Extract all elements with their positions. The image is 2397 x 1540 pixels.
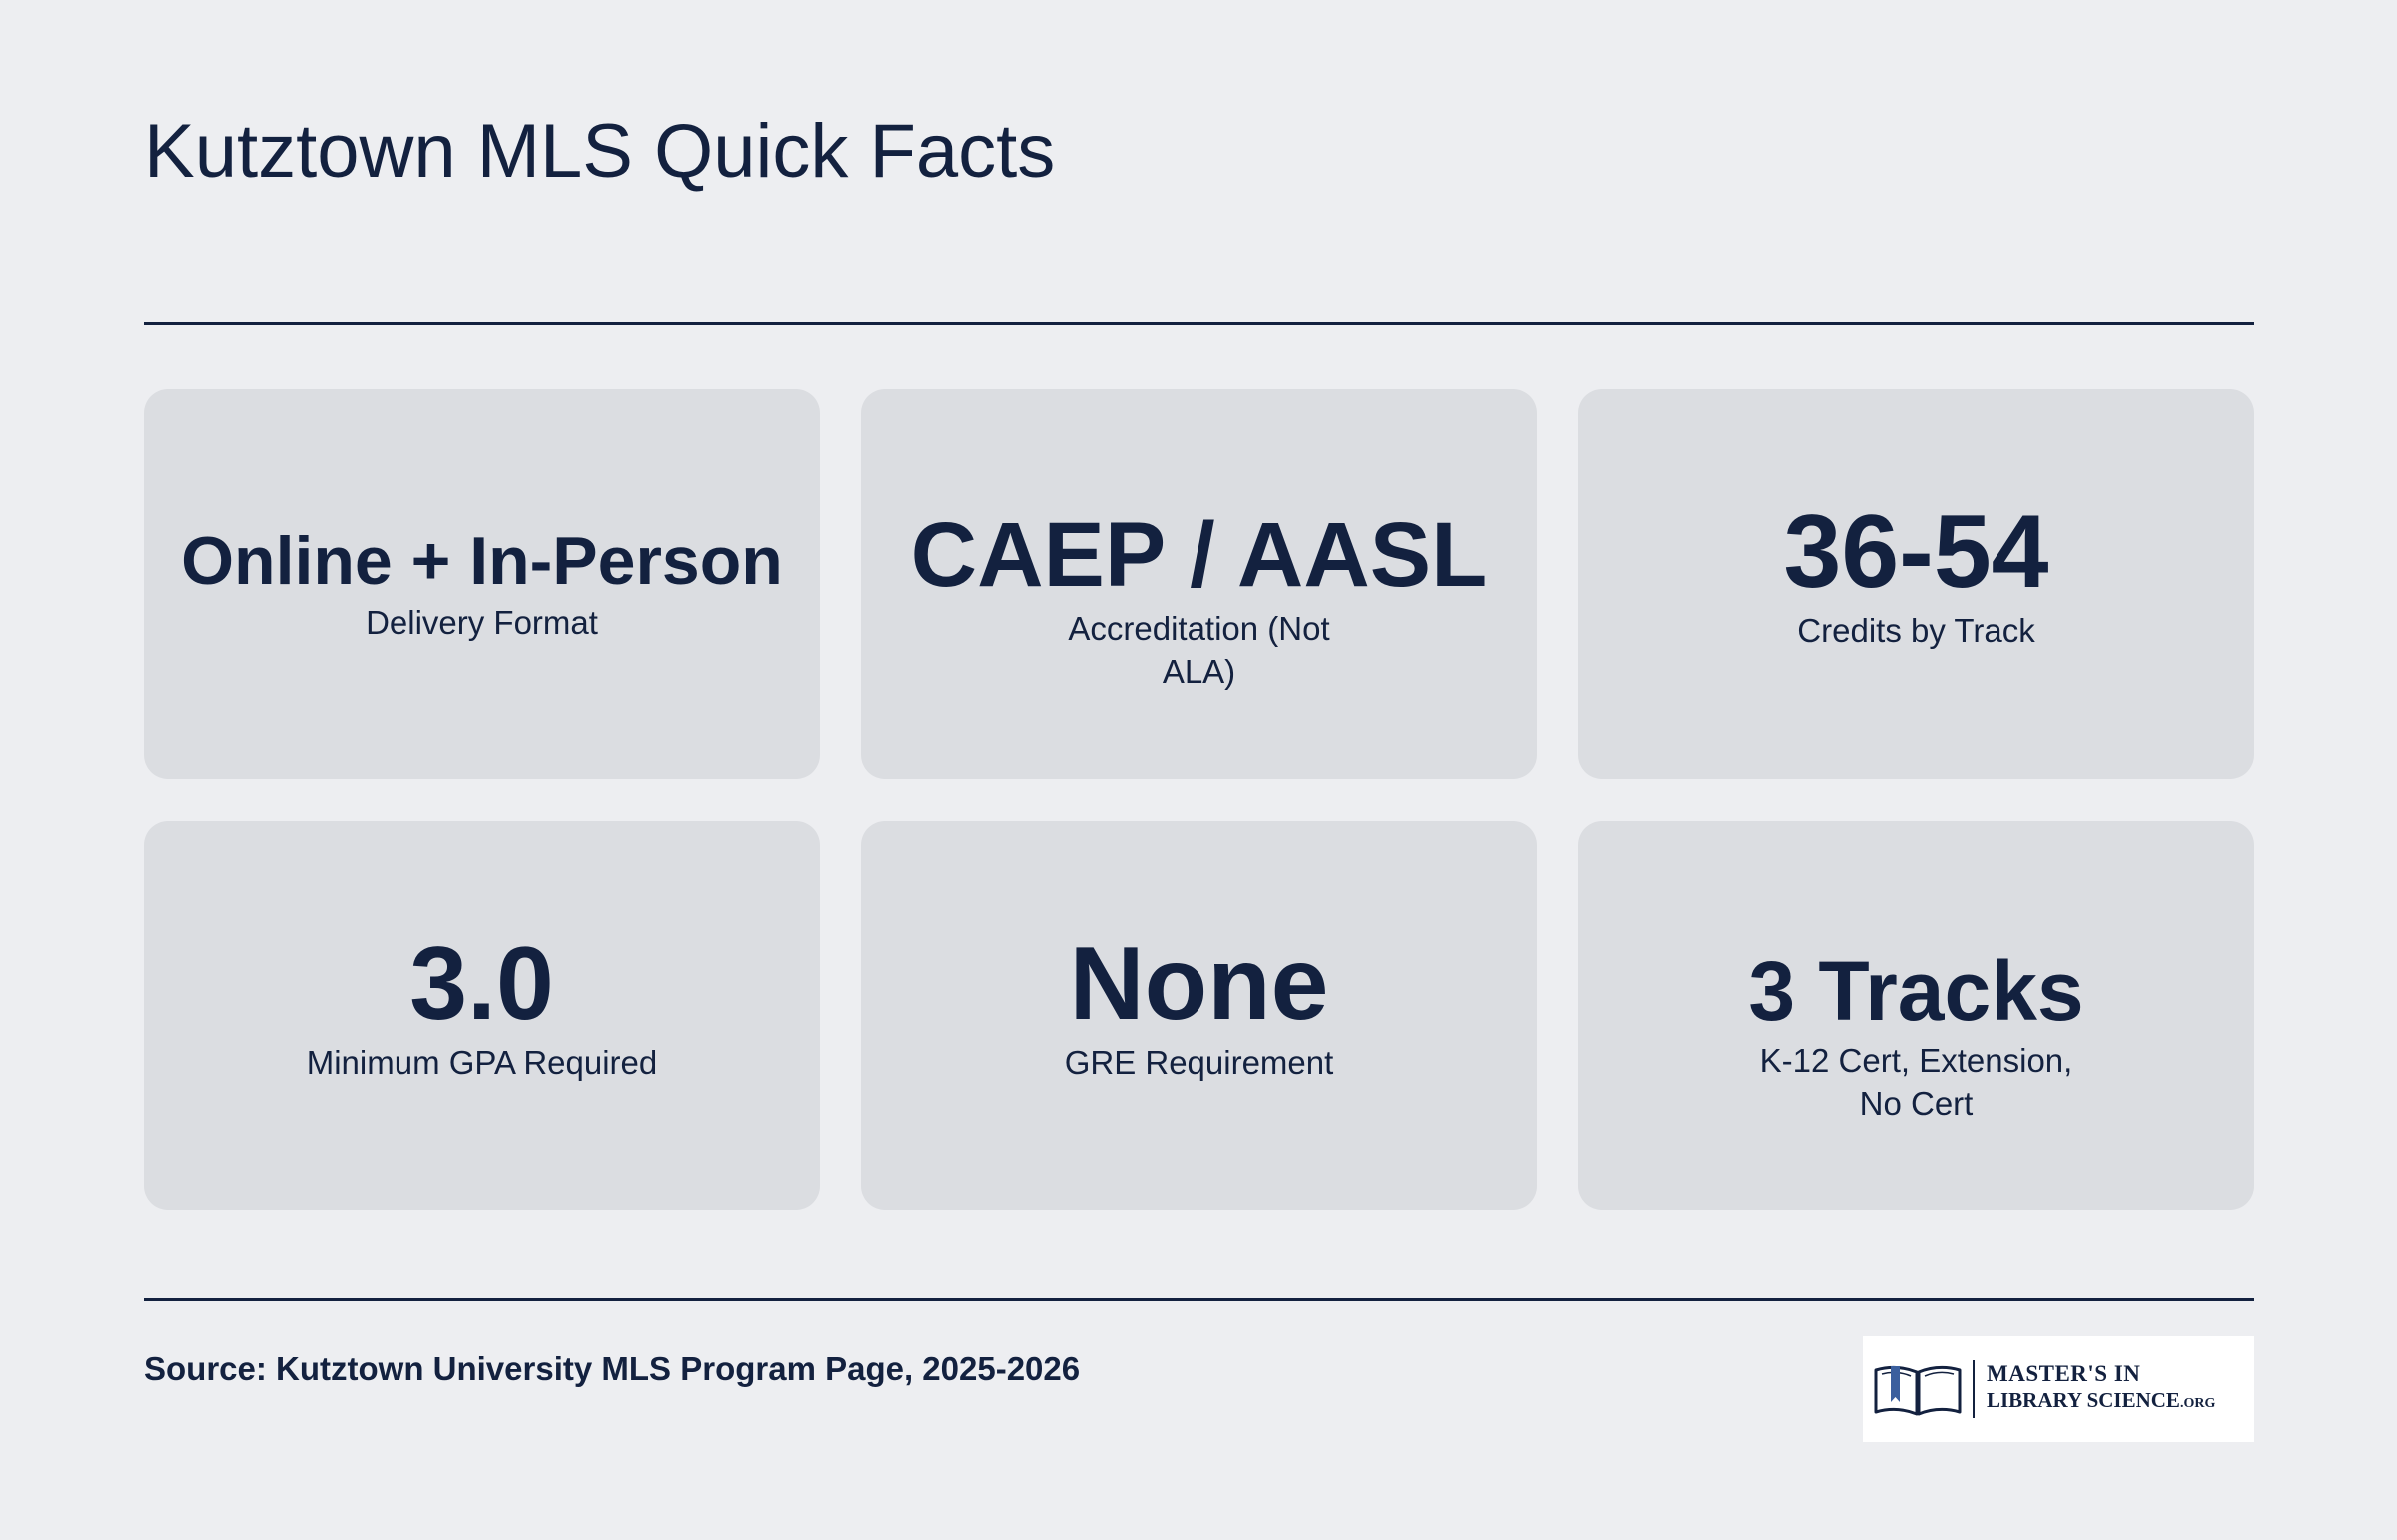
stat-value: Online + In-Person (181, 523, 783, 599)
stat-value: 36-54 (1783, 494, 2049, 610)
stat-card-accreditation: CAEP / AASL Accreditation (Not ALA) (861, 389, 1537, 779)
stat-value: 3.0 (409, 926, 554, 1042)
stat-card-delivery-format: Online + In-Person Delivery Format (144, 389, 820, 779)
stat-value: CAEP / AASL (910, 504, 1488, 606)
page-title: Kutztown MLS Quick Facts (144, 109, 1056, 194)
logo-divider (1973, 1360, 1975, 1418)
stat-label: GRE Requirement (1064, 1044, 1334, 1081)
logo-tld: .ORG (2179, 1396, 2216, 1411)
stat-card-gre-requirement: None GRE Requirement (861, 821, 1537, 1210)
stat-label: Minimum GPA Required (306, 1044, 658, 1081)
stat-label: Accreditation (Not ALA) (1068, 610, 1330, 690)
open-book-icon (1874, 1365, 1962, 1416)
stat-value: None (1069, 926, 1329, 1042)
logo-line-1: MASTER'S IN (1987, 1361, 2141, 1386)
top-divider (144, 322, 2254, 325)
bottom-divider (144, 1298, 2254, 1301)
logo-line-2: LIBRARY SCIENCE.ORG (1987, 1387, 2215, 1417)
stat-label: K-12 Cert, Extension, No Cert (1759, 1042, 2073, 1122)
stat-value: 3 Tracks (1748, 944, 2084, 1038)
stats-grid: Online + In-Person Delivery Format CAEP … (144, 389, 2254, 1210)
source-citation: Source: Kutztown University MLS Program … (144, 1350, 1081, 1387)
stat-label: Credits by Track (1797, 612, 2035, 649)
logo-wordmark: MASTER'S IN LIBRARY SCIENCE.ORG (1987, 1361, 2215, 1417)
stat-card-minimum-gpa: 3.0 Minimum GPA Required (144, 821, 820, 1210)
stat-card-tracks: 3 Tracks K-12 Cert, Extension, No Cert (1578, 821, 2254, 1210)
logo-line-2-text: LIBRARY SCIENCE (1987, 1388, 2180, 1412)
stat-label: Delivery Format (366, 604, 598, 641)
stat-card-credits: 36-54 Credits by Track (1578, 389, 2254, 779)
site-logo: MASTER'S IN LIBRARY SCIENCE.ORG (1863, 1336, 2254, 1442)
